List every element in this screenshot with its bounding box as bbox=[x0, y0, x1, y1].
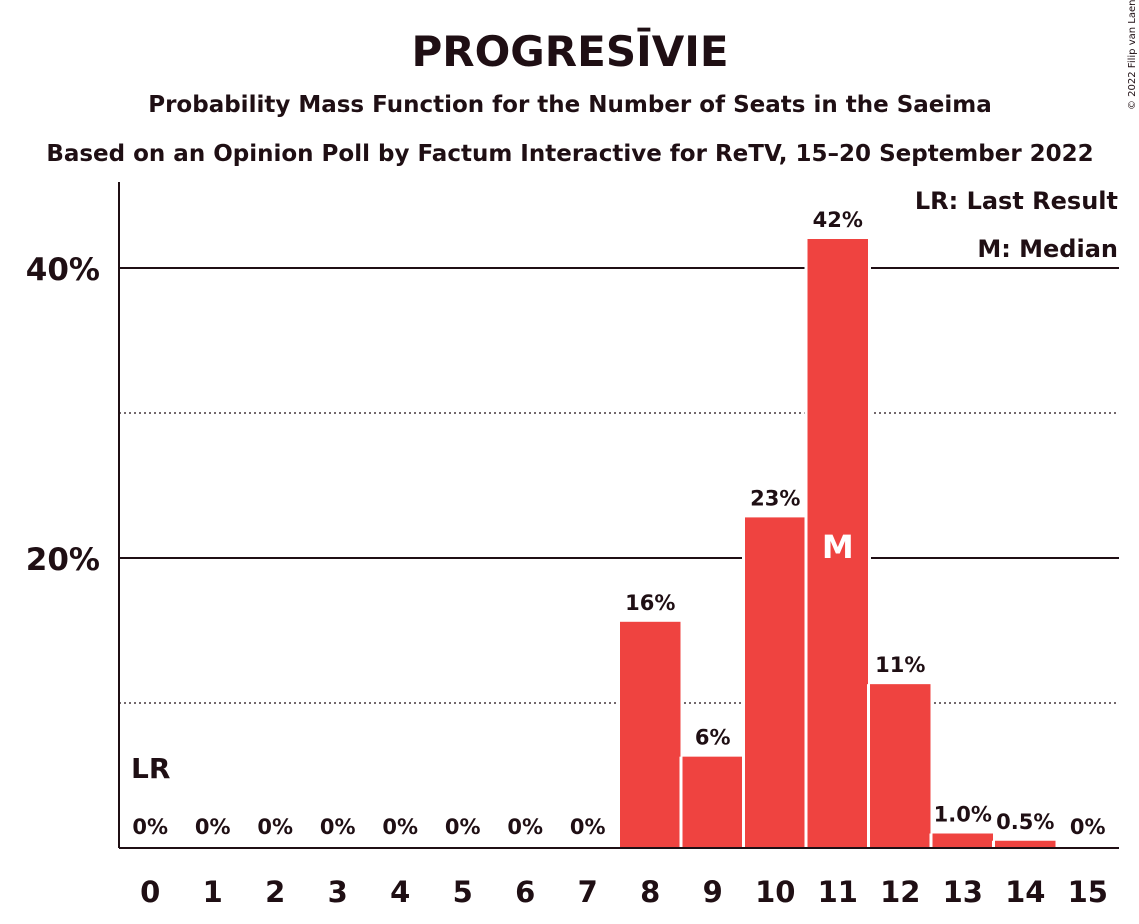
y-tick-label-1: 40% bbox=[26, 252, 100, 288]
bar-8 bbox=[620, 621, 681, 848]
data-label-6: 0% bbox=[507, 815, 543, 839]
data-label-8: 16% bbox=[625, 591, 675, 615]
data-label-9: 6% bbox=[695, 726, 731, 750]
x-tick-label-3: 3 bbox=[328, 875, 348, 909]
last-result-marker: LR bbox=[131, 752, 170, 785]
data-label-15: 0% bbox=[1070, 815, 1106, 839]
data-label-14: 0.5% bbox=[996, 810, 1054, 834]
data-label-5: 0% bbox=[445, 815, 481, 839]
data-label-3: 0% bbox=[320, 815, 356, 839]
x-tick-label-1: 1 bbox=[203, 875, 223, 909]
x-tick-label-2: 2 bbox=[265, 875, 285, 909]
y-axis-ticks: 20% 40% bbox=[26, 252, 100, 578]
x-axis-ticks: 0 1 2 3 4 5 6 7 8 9 10 11 12 13 14 15 bbox=[140, 875, 1108, 909]
x-tick-label-4: 4 bbox=[390, 875, 410, 909]
data-label-2: 0% bbox=[257, 815, 293, 839]
data-label-0: 0% bbox=[132, 815, 168, 839]
x-tick-label-10: 10 bbox=[755, 875, 795, 909]
legend-median: M: Median bbox=[977, 235, 1118, 263]
bar-9 bbox=[682, 756, 743, 848]
copyright-notice: © 2022 Filip van Laenen bbox=[1127, 0, 1138, 110]
x-tick-label-7: 7 bbox=[578, 875, 598, 909]
chart-title: PROGRESĪVIE bbox=[411, 27, 728, 76]
y-tick-label-0: 20% bbox=[26, 542, 100, 578]
x-tick-label-14: 14 bbox=[1005, 875, 1045, 909]
bar-11 bbox=[807, 239, 868, 848]
chart-subtitle-source: Based on an Opinion Poll by Factum Inter… bbox=[46, 141, 1093, 167]
x-tick-label-5: 5 bbox=[453, 875, 473, 909]
data-labels: 0% 0% 0% 0% 0% 0% 0% 0% 16% 6% 23% 42% 11% 1.0% 0.5% 0%… bbox=[131, 208, 1106, 839]
x-tick-label-13: 13 bbox=[943, 875, 983, 909]
data-label-13: 1.0% bbox=[934, 803, 992, 827]
x-tick-label-6: 6 bbox=[515, 875, 535, 909]
x-tick-label-0: 0 bbox=[140, 875, 160, 909]
chart-subtitle: Probability Mass Function for the Number… bbox=[148, 92, 992, 118]
data-label-10: 23% bbox=[750, 486, 800, 510]
bar-14 bbox=[995, 840, 1056, 848]
bar-13 bbox=[932, 833, 993, 848]
data-label-12: 11% bbox=[875, 653, 925, 677]
bars bbox=[617, 239, 1059, 848]
median-marker: M bbox=[822, 528, 854, 566]
bar-12 bbox=[870, 684, 931, 848]
x-tick-label-15: 15 bbox=[1068, 875, 1108, 909]
data-label-4: 0% bbox=[382, 815, 418, 839]
x-tick-label-12: 12 bbox=[880, 875, 920, 909]
data-label-7: 0% bbox=[570, 815, 606, 839]
legend-last-result: LR: Last Result bbox=[915, 187, 1118, 215]
x-tick-label-11: 11 bbox=[818, 875, 858, 909]
bar-10 bbox=[745, 517, 806, 848]
x-tick-label-8: 8 bbox=[640, 875, 660, 909]
data-label-1: 0% bbox=[195, 815, 231, 839]
x-tick-label-9: 9 bbox=[703, 875, 723, 909]
data-label-11: 42% bbox=[813, 208, 863, 232]
